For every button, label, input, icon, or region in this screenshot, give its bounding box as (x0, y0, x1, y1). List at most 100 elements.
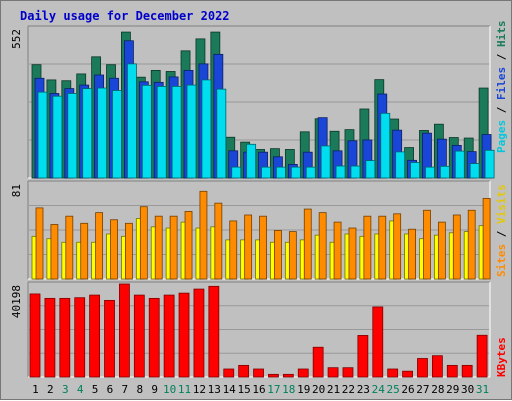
bar-sites-day-18 (288, 231, 297, 280)
legend-separator: / (495, 100, 508, 120)
bar-pages-day-13 (216, 88, 227, 179)
chart-title: Daily usage for December 2022 (20, 9, 230, 23)
x-tick-label-7: 7 (122, 383, 129, 396)
bar-kbytes-day-7 (119, 283, 130, 378)
legend-pages: Pages (495, 120, 508, 153)
bar-kbytes-day-2 (44, 297, 56, 378)
bar-kbytes-day-26 (402, 370, 413, 378)
bar-kbytes-day-15 (238, 364, 250, 378)
bar-kbytes-day-24 (372, 306, 384, 378)
bar-sites-day-28 (437, 221, 446, 280)
x-tick-label-15: 15 (237, 383, 250, 396)
legend-kbytes: KBytes (495, 337, 508, 377)
bar-sites-day-9 (154, 215, 163, 280)
legend-files: Files (495, 67, 508, 100)
x-tick-label-14: 14 (223, 383, 237, 396)
x-tick-label-2: 2 (47, 383, 54, 396)
bar-sites-day-3 (65, 215, 74, 280)
bar-pages-day-25 (395, 151, 406, 179)
bar-pages-day-15 (246, 143, 257, 179)
bar-pages-day-4 (82, 88, 93, 179)
x-tick-label-8: 8 (136, 383, 143, 396)
x-tick-label-29: 29 (446, 383, 459, 396)
bar-sites-day-2 (50, 224, 59, 280)
bar-pages-day-3 (67, 93, 78, 179)
x-tick-label-5: 5 (92, 383, 99, 396)
bar-sites-day-4 (80, 222, 89, 280)
bar-kbytes-day-29 (446, 364, 458, 378)
x-tick-label-25: 25 (387, 383, 400, 396)
bar-kbytes-day-19 (297, 368, 309, 378)
bar-kbytes-day-28 (431, 355, 443, 378)
bar-sites-day-10 (169, 215, 178, 280)
bar-pages-day-28 (439, 165, 450, 179)
bar-sites-day-7 (125, 222, 133, 280)
bar-pages-day-27 (425, 166, 435, 179)
bar-sites-day-22 (348, 227, 357, 280)
bar-pages-day-10 (171, 86, 182, 179)
y-max-label-panel-2: 81 (10, 184, 23, 197)
bar-sites-day-6 (110, 219, 118, 280)
bar-sites-day-25 (393, 213, 402, 280)
bar-sites-day-12 (199, 190, 208, 280)
legend-separator: / (495, 224, 508, 244)
bar-kbytes-day-13 (208, 285, 220, 378)
x-tick-label-17: 17 (267, 383, 280, 396)
bar-sites-day-21 (333, 221, 342, 280)
y-max-label-panel-3: 40198 (10, 285, 23, 318)
bar-sites-day-19 (303, 208, 312, 280)
x-tick-label-6: 6 (107, 383, 114, 396)
legend-hits: Hits (495, 21, 508, 48)
x-tick-label-1: 1 (32, 383, 39, 396)
bar-kbytes-day-25 (387, 368, 399, 378)
bar-kbytes-day-12 (193, 288, 205, 378)
bar-pages-day-19 (305, 166, 316, 179)
bar-pages-day-23 (365, 160, 376, 179)
x-tick-label-10: 10 (163, 383, 176, 396)
x-tick-label-28: 28 (431, 383, 444, 396)
bar-pages-day-17 (276, 166, 286, 179)
bar-kbytes-day-1 (29, 293, 41, 378)
x-tick-label-18: 18 (282, 383, 295, 396)
x-tick-label-20: 20 (312, 383, 325, 396)
bar-kbytes-day-5 (89, 294, 101, 378)
bar-kbytes-day-16 (253, 368, 264, 378)
bar-pages-day-9 (156, 86, 167, 179)
x-tick-label-9: 9 (151, 383, 158, 396)
bar-pages-day-8 (141, 84, 152, 179)
bar-kbytes-day-9 (148, 297, 160, 378)
bar-pages-day-2 (52, 95, 63, 179)
bar-pages-day-24 (380, 112, 391, 179)
bar-pages-day-18 (290, 166, 301, 179)
x-tick-label-30: 30 (461, 383, 474, 396)
legend-panel-1: Pages / Files / Hits (495, 21, 508, 154)
legend-panel-3: KBytes (495, 337, 508, 377)
bar-sites-day-16 (259, 215, 267, 280)
bar-pages-day-14 (231, 166, 242, 179)
bar-pages-day-20 (320, 145, 331, 179)
bar-sites-day-24 (378, 215, 387, 280)
bar-kbytes-day-14 (223, 368, 235, 378)
bar-kbytes-day-4 (74, 297, 86, 378)
legend-separator: / (495, 47, 508, 67)
x-tick-label-31: 31 (476, 383, 489, 396)
bar-sites-day-13 (214, 202, 223, 280)
bar-kbytes-day-8 (133, 294, 145, 378)
bar-sites-day-30 (467, 209, 476, 280)
legend-sites: Sites (495, 244, 508, 277)
bar-sites-day-26 (408, 228, 416, 280)
bar-sites-day-15 (244, 214, 253, 280)
bar-pages-day-11 (186, 84, 197, 179)
bar-pages-day-26 (410, 162, 420, 179)
x-tick-label-13: 13 (208, 383, 221, 396)
x-tick-label-19: 19 (297, 383, 310, 396)
x-tick-label-3: 3 (62, 383, 69, 396)
bar-sites-day-14 (229, 220, 238, 280)
y-max-label-panel-1: 552 (10, 29, 23, 49)
bar-pages-day-29 (454, 150, 465, 179)
bar-kbytes-day-31 (476, 334, 488, 378)
x-tick-label-11: 11 (178, 383, 191, 396)
bar-kbytes-day-10 (163, 294, 175, 378)
bar-kbytes-day-30 (461, 364, 473, 378)
